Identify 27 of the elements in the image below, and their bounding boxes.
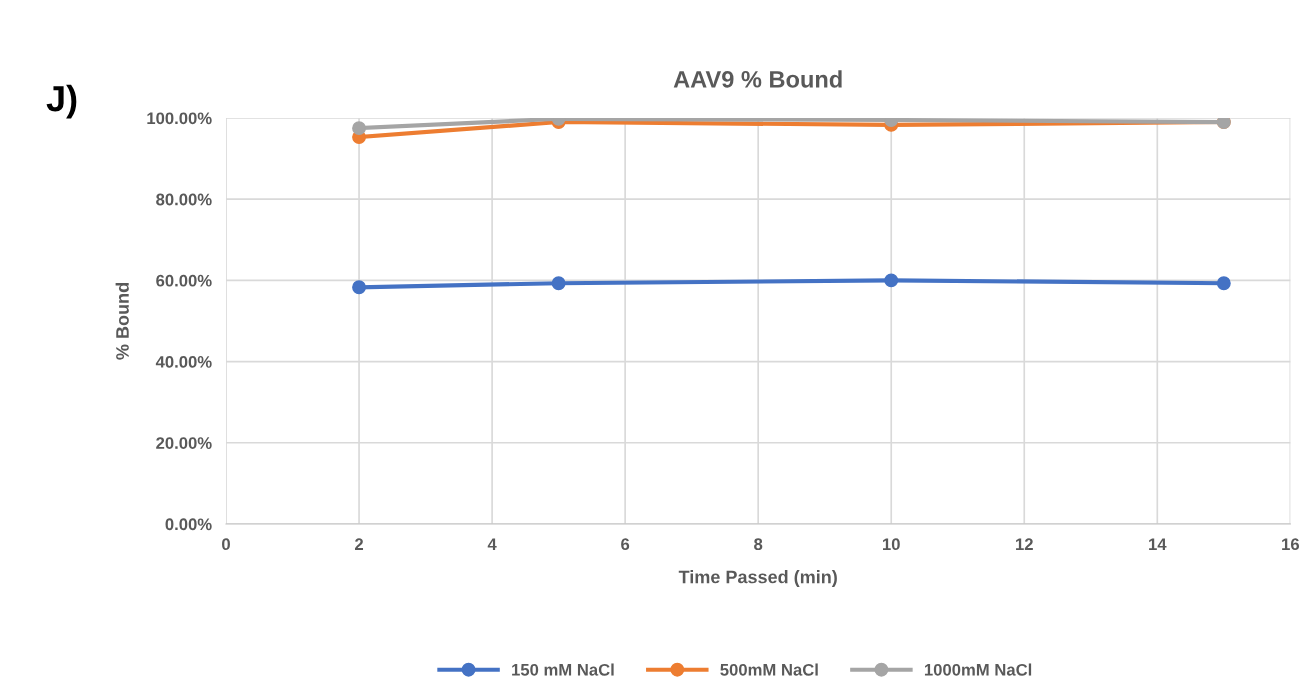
y-tick-label: 60.00%: [156, 274, 212, 287]
point: [352, 121, 366, 136]
y-tick-label: 100.00%: [147, 112, 212, 125]
point: [1216, 276, 1231, 291]
legend-label: 500mM NaCl: [720, 663, 818, 676]
x-tick-label: 8: [754, 538, 763, 551]
x-tick-label: 14: [1149, 538, 1167, 550]
text: J): [46, 84, 77, 119]
x-tick-label: 0: [222, 538, 230, 551]
point: [352, 280, 366, 295]
x-tick-label: 4: [487, 538, 497, 550]
y-tick-label: 0.00%: [165, 518, 212, 531]
y-tick-label: 20.00%: [156, 437, 212, 449]
y-tick-label: 80.00%: [156, 193, 212, 206]
x-tick-label: 16: [1282, 538, 1300, 551]
x-tick-label: 10: [883, 538, 900, 551]
y-tick-label: 40.00%: [155, 355, 212, 368]
x-tick-label: 2: [354, 538, 364, 550]
x-axis-title: Time Passed (min): [678, 570, 837, 587]
point: [884, 273, 899, 288]
x-tick-label: 6: [621, 538, 630, 551]
legend-label: 150 mM NaCl: [512, 663, 614, 676]
x-tick-label: 12: [1016, 538, 1033, 550]
chart-title: AAV9 % Bound: [673, 70, 842, 88]
point: [551, 276, 566, 291]
legend-label: 1000mM NaCl: [924, 663, 1032, 676]
y-axis-title: % Bound: [115, 283, 129, 360]
